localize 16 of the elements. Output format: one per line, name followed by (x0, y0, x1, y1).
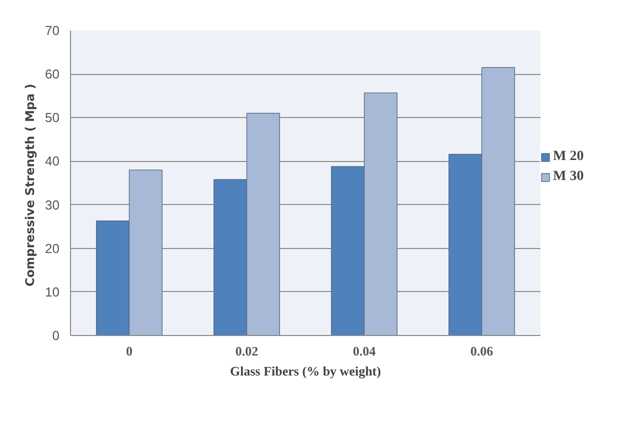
y-tick-label: 60 (45, 66, 60, 82)
legend-label: M 20 (553, 149, 584, 165)
legend-label: M 30 (553, 169, 584, 185)
y-tick-label: 10 (45, 284, 60, 300)
y-tick-label: 20 (45, 240, 60, 256)
x-axis-title: Glass Fibers (% by weight) (230, 364, 381, 378)
y-tick-label: 0 (52, 328, 60, 343)
y-tick-label: 50 (45, 110, 60, 126)
y-tick-label: 40 (45, 154, 60, 169)
x-tick-label: 0.02 (235, 344, 258, 358)
x-tick-label: 0 (126, 344, 132, 358)
y-tick-label: 70 (45, 23, 60, 38)
x-tick-label: 0.06 (470, 344, 494, 358)
y-tick-label: 30 (45, 197, 60, 212)
x-tick-label: 0.04 (352, 344, 376, 358)
y-axis-title: Compressive Strength ( Mpa ) (23, 84, 38, 286)
